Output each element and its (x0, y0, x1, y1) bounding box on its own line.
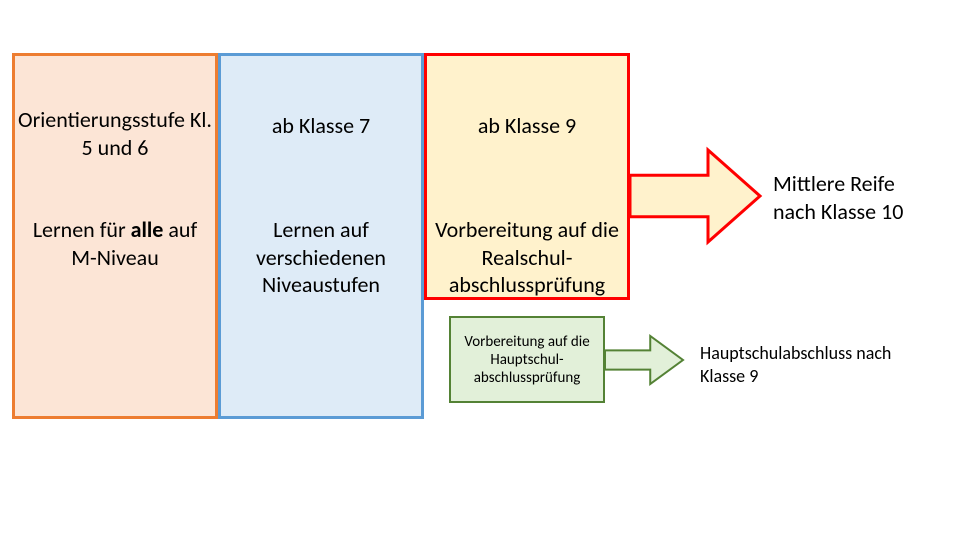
diagram-stage: Orientierungsstufe Kl. 5 und 6 Lernen fü… (0, 0, 960, 540)
stage-3-heading: ab Klasse 9 (430, 112, 624, 140)
stage-2-body: Lernen auf verschiedenen Niveaustufen (224, 216, 418, 299)
stage-1-body: Lernen für alle auf M-Niveau (18, 216, 212, 271)
stage-2-heading: ab Klasse 7 (224, 112, 418, 140)
stage-3-body: Vorbereitung auf die Realschul­abschluss… (430, 216, 624, 299)
outcome-2-label: Hauptschulabschluss nachKlasse 9 (700, 342, 891, 387)
hauptschule-prep-box: Vorbereitung auf die Hauptschul­abschlus… (449, 316, 605, 403)
arrow-mittlere-reife (630, 150, 760, 242)
outcome-1-label: Mittlere Reifenach Klasse 10 (773, 170, 903, 225)
stage-1-heading: Orientierungsstufe Kl. 5 und 6 (18, 106, 212, 161)
arrow-hauptschulabschluss (605, 336, 683, 384)
